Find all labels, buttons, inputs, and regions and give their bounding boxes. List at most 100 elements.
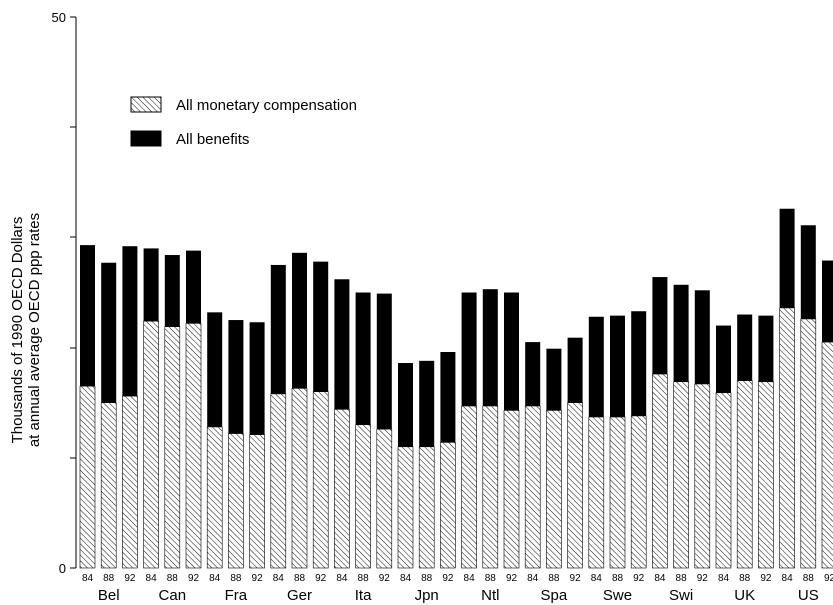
bar-monetary-ita-84: [334, 409, 350, 569]
x-year-label-fra-92: 92: [252, 573, 264, 584]
bar-monetary-uk-88: [736, 380, 753, 569]
bar-monetary-swe-84: [588, 416, 605, 569]
bar-benefits-jpn-92: [440, 352, 456, 443]
x-year-label-swe-88: 88: [612, 573, 624, 584]
bar-monetary-ntl-88: [482, 405, 499, 569]
bar-benefits-us-88: [800, 225, 816, 319]
x-year-label-bel-84: 84: [82, 573, 94, 584]
bar-benefits-fra-88: [228, 320, 244, 434]
bar-monetary-bel-92: [122, 395, 138, 569]
x-year-label-spa-84: 84: [527, 573, 539, 584]
bar-monetary-ita-88: [355, 424, 371, 569]
bar-benefits-swi-88: [673, 284, 689, 382]
bar-monetary-spa-92: [567, 402, 583, 569]
bar-benefits-fra-92: [249, 322, 265, 435]
bar-monetary-ger-84: [270, 393, 287, 569]
x-year-label-uk-92: 92: [760, 573, 772, 584]
bar-benefits-jpn-88: [419, 360, 435, 447]
bar-monetary-swe-92: [630, 415, 647, 569]
bar-benefits-ger-84: [270, 264, 286, 394]
bar-monetary-can-92: [185, 323, 202, 569]
bar-benefits-ita-84: [334, 279, 350, 410]
x-year-label-jpn-92: 92: [442, 573, 454, 584]
bar-monetary-uk-84: [715, 392, 732, 569]
x-year-label-uk-84: 84: [718, 573, 730, 584]
x-category-label-swe: Swe: [603, 587, 632, 604]
bar-monetary-ger-88: [291, 388, 308, 569]
bar-benefits-ger-88: [292, 252, 307, 389]
bar-monetary-swi-88: [673, 381, 689, 569]
x-year-label-ita-92: 92: [379, 573, 391, 584]
x-year-label-ntl-88: 88: [485, 573, 497, 584]
bar-benefits-uk-88: [737, 314, 753, 381]
x-year-label-swe-84: 84: [591, 573, 603, 584]
x-category-label-swi: Swi: [669, 587, 693, 604]
bar-benefits-jpn-84: [398, 363, 413, 447]
bar-monetary-ntl-92: [503, 410, 520, 569]
x-year-label-fra-84: 84: [209, 573, 221, 584]
bar-monetary-uk-92: [758, 381, 774, 569]
x-year-label-swi-92: 92: [697, 573, 709, 584]
bar-benefits-ita-88: [355, 292, 371, 425]
x-category-label-fra: Fra: [225, 587, 248, 604]
x-year-label-swe-92: 92: [633, 573, 645, 584]
legend-swatch-monetary: [130, 96, 162, 113]
bar-monetary-fra-88: [228, 433, 244, 569]
x-year-label-ntl-92: 92: [506, 573, 518, 584]
bar-benefits-ita-92: [376, 293, 392, 430]
x-year-label-ger-92: 92: [315, 573, 327, 584]
bar-benefits-bel-88: [101, 262, 117, 403]
x-year-label-can-88: 88: [167, 573, 179, 584]
bar-benefits-spa-92: [567, 337, 583, 403]
bar-benefits-spa-84: [525, 342, 541, 407]
bar-monetary-spa-88: [546, 410, 562, 569]
bar-monetary-spa-84: [524, 405, 541, 569]
bar-monetary-fra-92: [249, 434, 265, 569]
y-tick-label-top: 50: [52, 10, 66, 25]
bar-monetary-jpn-88: [418, 446, 435, 569]
x-year-label-bel-92: 92: [124, 573, 136, 584]
bar-benefits-ger-92: [313, 261, 329, 392]
x-year-label-jpn-84: 84: [400, 573, 412, 584]
bar-monetary-swi-92: [694, 383, 711, 569]
bar-benefits-can-92: [186, 250, 201, 324]
bar-benefits-us-84: [779, 208, 795, 308]
bars-layer: [79, 208, 833, 569]
bar-monetary-us-92: [821, 341, 833, 569]
bar-benefits-uk-84: [716, 325, 731, 393]
x-year-label-swi-88: 88: [676, 573, 688, 584]
x-year-label-ntl-84: 84: [464, 573, 476, 584]
x-category-label-ita: Ita: [355, 587, 372, 604]
x-category-label-jpn: Jpn: [415, 587, 439, 604]
x-category-label-ger: Ger: [287, 587, 312, 604]
bar-monetary-bel-88: [100, 402, 117, 569]
bar-benefits-swi-84: [652, 277, 668, 375]
x-year-label-ger-84: 84: [273, 573, 285, 584]
x-year-label-swi-84: 84: [654, 573, 666, 584]
y-tick-label-bottom: 0: [59, 561, 66, 576]
bar-benefits-spa-88: [546, 348, 562, 411]
bar-benefits-swi-92: [694, 290, 710, 384]
legend-swatch-benefits: [130, 130, 162, 147]
bar-monetary-ger-92: [312, 391, 329, 569]
bar-monetary-ita-92: [376, 428, 393, 569]
x-category-label-spa: Spa: [541, 587, 568, 604]
x-category-label-can: Can: [159, 587, 187, 604]
x-year-label-ita-84: 84: [336, 573, 348, 584]
bar-monetary-us-88: [800, 318, 817, 569]
bar-monetary-can-88: [164, 326, 181, 569]
x-year-label-ita-88: 88: [358, 573, 370, 584]
bar-monetary-can-84: [143, 320, 159, 569]
bar-benefits-ntl-88: [482, 289, 498, 407]
bar-benefits-swe-88: [610, 315, 625, 418]
bar-monetary-fra-84: [206, 426, 223, 569]
y-axis-label-line-1: Thousands of 1990 OECD Dollars: [9, 217, 26, 444]
bar-benefits-bel-92: [122, 246, 138, 397]
x-year-label-spa-88: 88: [548, 573, 560, 584]
y-axis: 50 0: [52, 10, 77, 576]
bar-benefits-swe-84: [588, 316, 604, 418]
bar-monetary-ntl-84: [461, 405, 477, 569]
bar-benefits-swe-92: [631, 311, 647, 416]
